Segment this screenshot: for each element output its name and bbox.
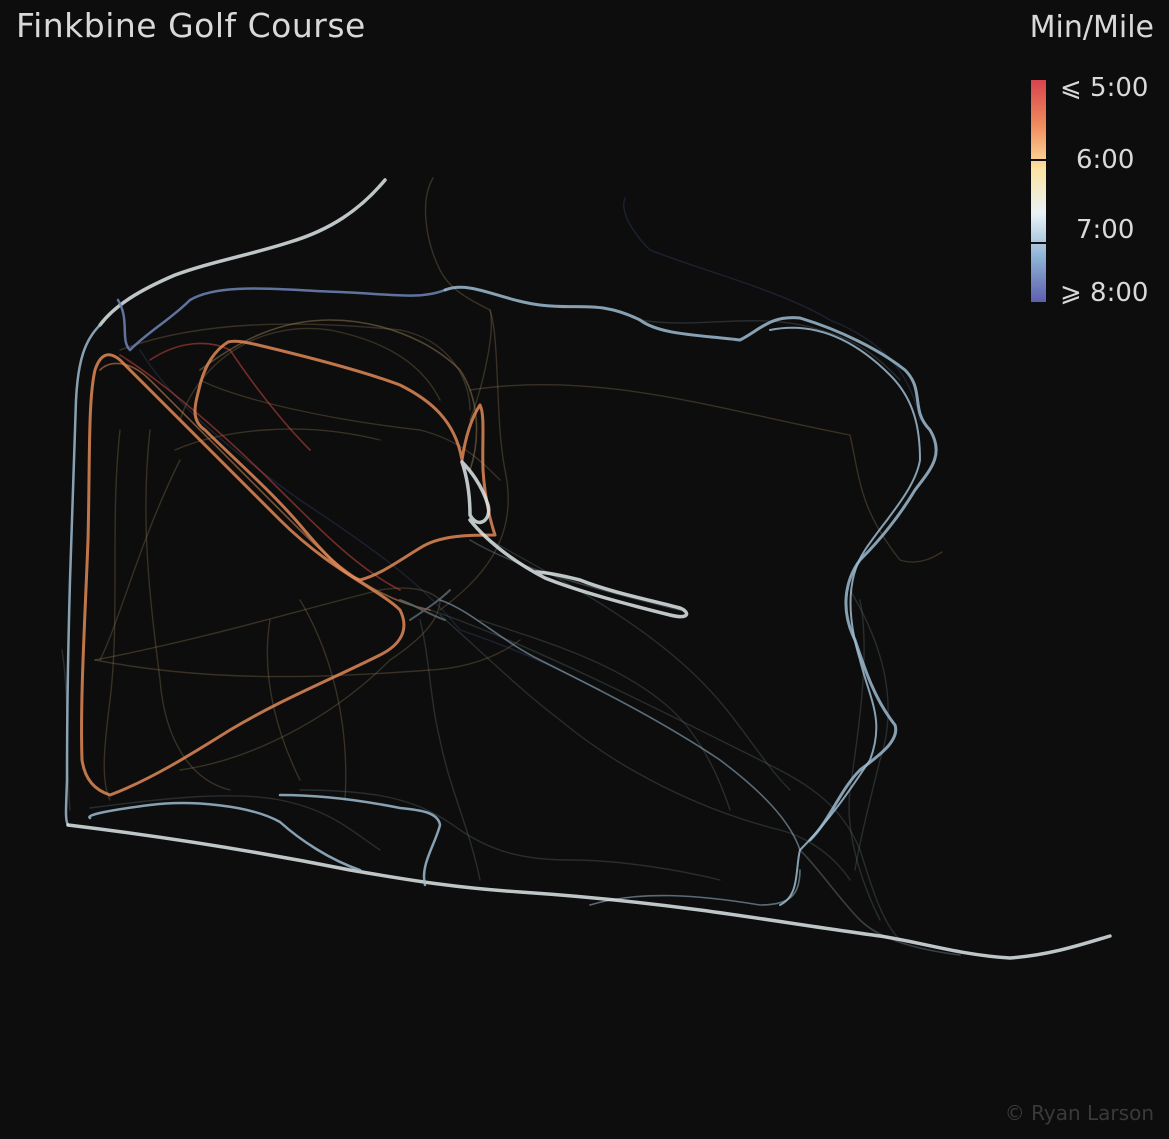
track-orange-triangle bbox=[80, 353, 406, 797]
track-north-arc-blue bbox=[116, 287, 447, 352]
track-line bbox=[299, 599, 347, 801]
track-line bbox=[103, 429, 121, 801]
track-line bbox=[299, 789, 721, 881]
track-line bbox=[849, 589, 889, 871]
track-line bbox=[119, 354, 401, 591]
track-line bbox=[89, 795, 381, 851]
track-line bbox=[429, 609, 901, 941]
track-line bbox=[848, 599, 881, 921]
pace-color-scale bbox=[1031, 80, 1046, 302]
copyright-credit: © Ryan Larson bbox=[1004, 1101, 1154, 1125]
medium-tracks bbox=[99, 319, 961, 956]
track-line bbox=[139, 349, 601, 691]
track-south-road bbox=[66, 823, 1112, 960]
track-line bbox=[623, 197, 921, 421]
track-south-detour bbox=[88, 801, 362, 872]
legend-label-fast: ⩽ 5:00 bbox=[1060, 73, 1149, 103]
track-orange-diamond bbox=[193, 339, 497, 582]
legend-title: Min/Mile bbox=[1029, 10, 1154, 45]
map-title: Finkbine Golf Course bbox=[16, 6, 366, 45]
track-line bbox=[179, 327, 441, 421]
track-line bbox=[469, 539, 681, 611]
track-line bbox=[424, 177, 492, 421]
track-hub bbox=[399, 589, 451, 621]
track-line bbox=[589, 869, 801, 906]
legend-label-7: 7:00 bbox=[1076, 215, 1135, 245]
track-line bbox=[174, 428, 381, 451]
track-line bbox=[94, 639, 521, 678]
legend-label-6: 6:00 bbox=[1076, 145, 1135, 175]
track-line bbox=[639, 319, 901, 381]
track-line bbox=[419, 619, 481, 881]
track-line bbox=[479, 619, 731, 811]
track-west-edge bbox=[64, 323, 102, 827]
track-line bbox=[469, 383, 943, 563]
track-line bbox=[439, 599, 801, 851]
track-line bbox=[145, 429, 231, 791]
track-line bbox=[199, 379, 501, 481]
track-line bbox=[179, 599, 441, 771]
track-line bbox=[439, 614, 851, 881]
main-tracks bbox=[64, 178, 1112, 960]
track-south-loop bbox=[278, 793, 442, 887]
track-line bbox=[99, 459, 181, 661]
track-line bbox=[799, 849, 961, 956]
track-east-inner bbox=[769, 326, 921, 906]
legend-tick-7 bbox=[1031, 242, 1046, 244]
track-north-path bbox=[443, 285, 938, 842]
track-north-arc bbox=[98, 178, 387, 327]
track-line bbox=[119, 323, 471, 411]
faint-tracks bbox=[61, 177, 943, 941]
track-east-spur bbox=[460, 460, 689, 619]
track-line bbox=[94, 587, 441, 661]
legend-label-slow: ⩾ 8:00 bbox=[1060, 278, 1149, 308]
legend-tick-6 bbox=[1031, 159, 1046, 161]
track-line bbox=[439, 309, 509, 611]
